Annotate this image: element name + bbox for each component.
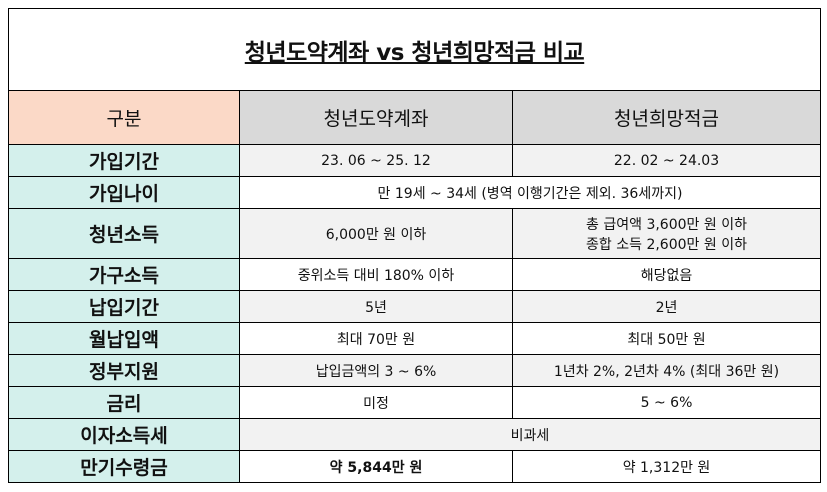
row-label: 월납입액 bbox=[8, 322, 240, 355]
cell-hope: 1년차 2%, 2년차 4% (최대 36만 원) bbox=[512, 354, 821, 387]
cell-hope: 약 1,312만 원 bbox=[512, 450, 821, 483]
row-label: 만기수령금 bbox=[8, 450, 240, 483]
row-label: 금리 bbox=[8, 386, 240, 419]
cell-merged: 만 19세 ~ 34세 (병역 이행기간은 제외. 36세까지) bbox=[239, 176, 821, 209]
header-youth-leap-account: 청년도약계좌 bbox=[239, 90, 513, 145]
row-label: 이자소득세 bbox=[8, 418, 240, 451]
cell-hope: 5 ~ 6% bbox=[512, 386, 821, 419]
row-label: 가구소득 bbox=[8, 258, 240, 291]
table-title: 청년도약계좌 vs 청년희망적금 비교 bbox=[8, 8, 821, 91]
cell-leap: 최대 70만 원 bbox=[239, 322, 513, 355]
cell-hope: 22. 02 ~ 24.03 bbox=[512, 144, 821, 177]
cell-leap: 6,000만 원 이하 bbox=[239, 208, 513, 259]
cell-leap: 미정 bbox=[239, 386, 513, 419]
row-label: 가입나이 bbox=[8, 176, 240, 209]
cell-leap: 납입금액의 3 ~ 6% bbox=[239, 354, 513, 387]
cell-leap: 중위소득 대비 180% 이하 bbox=[239, 258, 513, 291]
table-row: 납입기간 5년 2년 bbox=[8, 290, 821, 323]
table-row: 가입기간 23. 06 ~ 25. 12 22. 02 ~ 24.03 bbox=[8, 144, 821, 177]
header-row: 구분 청년도약계좌 청년희망적금 bbox=[8, 90, 821, 145]
table-row: 정부지원 납입금액의 3 ~ 6% 1년차 2%, 2년차 4% (최대 36만… bbox=[8, 354, 821, 387]
table-row: 이자소득세 비과세 bbox=[8, 418, 821, 451]
cell-leap: 5년 bbox=[239, 290, 513, 323]
table-row: 가구소득 중위소득 대비 180% 이하 해당없음 bbox=[8, 258, 821, 291]
cell-hope: 2년 bbox=[512, 290, 821, 323]
cell-merged: 비과세 bbox=[239, 418, 821, 451]
table-row: 월납입액 최대 70만 원 최대 50만 원 bbox=[8, 322, 821, 355]
cell-leap: 약 5,844만 원 bbox=[239, 450, 513, 483]
comparison-table: 청년도약계좌 vs 청년희망적금 비교 구분 청년도약계좌 청년희망적금 가입기… bbox=[8, 8, 821, 483]
comparison-sheet: 청년도약계좌 vs 청년희망적금 비교 구분 청년도약계좌 청년희망적금 가입기… bbox=[8, 8, 821, 488]
header-youth-hope-savings: 청년희망적금 bbox=[512, 90, 821, 145]
table-row: 가입나이 만 19세 ~ 34세 (병역 이행기간은 제외. 36세까지) bbox=[8, 176, 821, 209]
cell-hope-line1: 총 급여액 3,600만 원 이하 bbox=[586, 216, 747, 233]
cell-hope: 최대 50만 원 bbox=[512, 322, 821, 355]
row-label: 정부지원 bbox=[8, 354, 240, 387]
cell-hope-line2: 종합 소득 2,600만 원 이하 bbox=[586, 236, 747, 253]
row-label: 가입기간 bbox=[8, 144, 240, 177]
table-row: 만기수령금 약 5,844만 원 약 1,312만 원 bbox=[8, 450, 821, 483]
row-label: 납입기간 bbox=[8, 290, 240, 323]
cell-hope: 해당없음 bbox=[512, 258, 821, 291]
table-row: 청년소득 6,000만 원 이하 총 급여액 3,600만 원 이하 종합 소득… bbox=[8, 208, 821, 259]
row-label: 청년소득 bbox=[8, 208, 240, 259]
cell-leap: 23. 06 ~ 25. 12 bbox=[239, 144, 513, 177]
cell-hope: 총 급여액 3,600만 원 이하 종합 소득 2,600만 원 이하 bbox=[512, 208, 821, 259]
table-row: 금리 미정 5 ~ 6% bbox=[8, 386, 821, 419]
header-category: 구분 bbox=[8, 90, 240, 145]
